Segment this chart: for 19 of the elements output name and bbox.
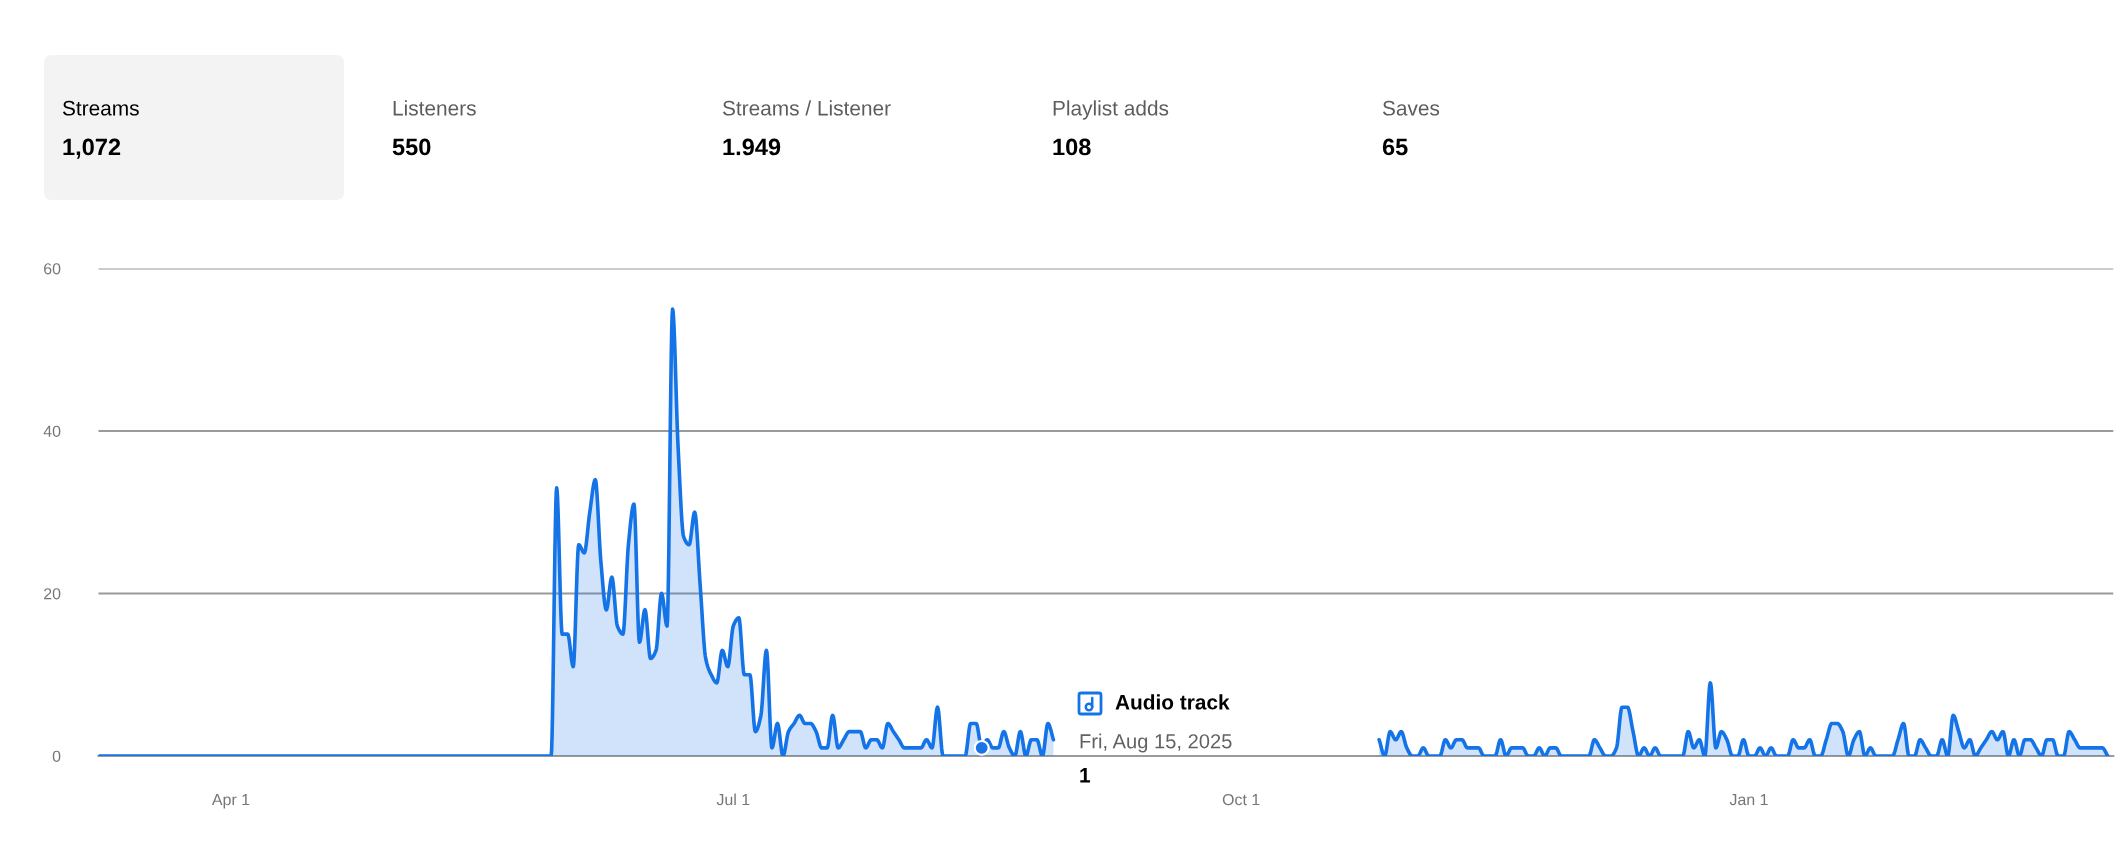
y-tick-label: 20 [44,588,61,600]
x-tick-label: Jul 1 [716,793,750,806]
text: 108 [1053,138,1091,156]
category-label: Playlist adds [1053,100,1169,120]
text: 1,072 [63,138,121,159]
x-tick-label: Apr 1 [211,794,250,809]
y-tick-label: 0 [52,750,61,762]
category-label: Streams / Listener [722,100,891,116]
category-label: Listeners [393,100,476,116]
y-tick-label: 60 [44,263,61,275]
x-tick-label: Jan 1 [1729,794,1768,806]
category-label: Saves [1382,100,1440,116]
text: 1.949 [723,138,781,156]
x-tick-label: Oct 1 [1222,793,1260,806]
annotation: Audio track Fri, Aug 15, 2025 1 [1080,694,1232,783]
text: 550 [392,138,431,156]
category-label: Streams [62,100,139,116]
text: 65 [1382,138,1408,156]
y-tick-label: 40 [43,425,61,437]
